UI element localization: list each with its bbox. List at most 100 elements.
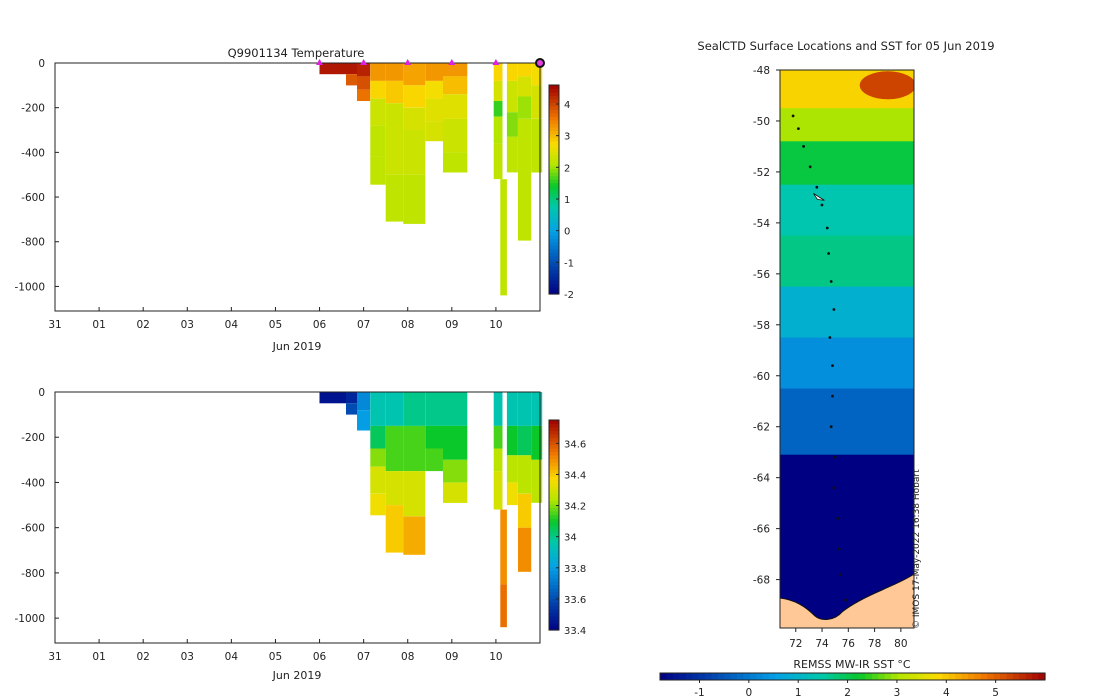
colorbar-swatch bbox=[549, 109, 559, 114]
sst-zone-3 bbox=[780, 184, 914, 237]
profile-11-bin-0 bbox=[518, 392, 532, 426]
profile-1-bin-1 bbox=[346, 74, 357, 86]
profile-2-bin-0 bbox=[357, 63, 371, 77]
lon-tick-label-72: 72 bbox=[789, 638, 802, 650]
profile-3-bin-3 bbox=[370, 125, 386, 157]
track-point-17 bbox=[837, 547, 841, 551]
profile-10-bin-2 bbox=[506, 455, 518, 483]
colorbar-swatch bbox=[549, 133, 559, 138]
colorbar-swatch bbox=[549, 287, 559, 292]
colorbar-swatch bbox=[549, 92, 559, 97]
colorbar-swatch bbox=[549, 458, 559, 463]
colorbar-swatch bbox=[549, 591, 559, 596]
colorbar-swatch bbox=[549, 206, 559, 211]
x-tick-label-04: 04 bbox=[225, 319, 239, 331]
profile-3-bin-2 bbox=[370, 448, 386, 467]
colorbar-swatch bbox=[549, 220, 559, 225]
colorbar-swatch bbox=[549, 476, 559, 481]
sst-colorbar-swatch bbox=[807, 673, 815, 680]
sst-colorbar: -1 0 1 2 3 4 5 bbox=[659, 672, 1046, 699]
colorbar-swatch bbox=[549, 280, 559, 285]
sst-colorbar-swatch bbox=[961, 673, 969, 680]
colorbar-tick-label-34.6: 34.6 bbox=[564, 439, 586, 450]
sst-colorbar-swatch bbox=[717, 673, 725, 680]
profile-6-bin-2 bbox=[425, 98, 443, 121]
colorbar-tick-label--2: -2 bbox=[564, 290, 574, 301]
colorbar-swatch bbox=[549, 581, 559, 586]
colorbar-swatch bbox=[549, 140, 559, 145]
sst-colorbar-label: REMSS MW-IR SST °C bbox=[793, 658, 911, 671]
profile-11-bin-4 bbox=[518, 527, 532, 572]
colorbar-swatch bbox=[549, 539, 559, 544]
profile-3-bin-1 bbox=[370, 425, 386, 449]
profile-11-bin-2 bbox=[518, 96, 532, 119]
colorbar-tick-label-0: 0 bbox=[564, 227, 570, 238]
profile-1-bin-0 bbox=[346, 392, 357, 404]
colorbar-tick-label-34.2: 34.2 bbox=[564, 502, 586, 513]
track-point-6 bbox=[825, 226, 829, 230]
sst-colorbar-swatch bbox=[839, 673, 847, 680]
profile-2-bin-1 bbox=[357, 76, 371, 90]
track-point-0 bbox=[791, 114, 795, 118]
sst-colorbar-swatch bbox=[820, 673, 828, 680]
profile-6-bin-1 bbox=[425, 425, 443, 449]
track-point-8 bbox=[829, 280, 833, 283]
colorbar-swatch bbox=[549, 451, 559, 456]
sst-colorbar-swatch bbox=[993, 673, 1001, 680]
x-tick-label-04: 04 bbox=[225, 651, 239, 663]
profile-7-bin-0 bbox=[443, 63, 468, 77]
lon-tick-label-78: 78 bbox=[868, 638, 881, 650]
sst-colorbar-tick-label-3: 3 bbox=[894, 687, 901, 699]
sst-colorbar-swatch bbox=[865, 673, 873, 680]
sst-colorbar-swatch bbox=[871, 673, 879, 680]
lat-tick-label--50: -50 bbox=[753, 116, 770, 128]
colorbar-swatch bbox=[549, 427, 559, 432]
profile-4-bin-3 bbox=[385, 130, 404, 175]
profile-8-bin-1 bbox=[493, 80, 503, 101]
colorbar-swatch bbox=[549, 238, 559, 243]
colorbar-swatch bbox=[549, 521, 559, 526]
colorbar-swatch bbox=[549, 245, 559, 250]
profile-5-bin-1 bbox=[403, 425, 426, 472]
colorbar-swatch bbox=[549, 570, 559, 575]
sst-colorbar-swatch bbox=[698, 673, 706, 680]
colorbar-swatch bbox=[549, 462, 559, 467]
sst-colorbar-swatch bbox=[846, 673, 854, 680]
sst-colorbar-swatch bbox=[743, 673, 751, 680]
colorbar-swatch bbox=[549, 434, 559, 439]
sst-colorbar-swatch bbox=[711, 673, 719, 680]
profile-2-bin-1 bbox=[357, 410, 371, 431]
profile-10-bin-2 bbox=[506, 112, 518, 137]
profile-7-bin-3 bbox=[443, 118, 468, 153]
colorbar-tick-label-2: 2 bbox=[564, 163, 570, 174]
x-tick-label-03: 03 bbox=[181, 319, 194, 331]
sst-colorbar-swatch bbox=[878, 673, 886, 680]
profile-3-bin-4 bbox=[370, 156, 386, 185]
profile-5-bin-4 bbox=[403, 174, 426, 224]
sst-colorbar-swatch bbox=[730, 673, 738, 680]
sst-colorbar-swatch bbox=[987, 673, 995, 680]
colorbar-swatch bbox=[549, 612, 559, 617]
colorbar-swatch bbox=[549, 179, 559, 184]
colorbar-swatch bbox=[549, 619, 559, 624]
profile-10-bin-0 bbox=[506, 63, 518, 81]
profile-7-bin-0 bbox=[443, 392, 468, 426]
track-point-11 bbox=[831, 364, 834, 367]
profile-8-bin-3 bbox=[493, 471, 503, 510]
colorbar-swatch bbox=[549, 553, 559, 558]
profile-0-bin-0 bbox=[319, 392, 346, 404]
track-point-4 bbox=[815, 185, 819, 189]
profile-6-bin-3 bbox=[425, 121, 443, 142]
profile-0-bin-0 bbox=[319, 63, 346, 75]
colorbar-swatch bbox=[549, 203, 559, 208]
salinity-chart: 31 01 02 03 04 05 06 07 08 09 10 0 -200 -400 -600 -800 -… bbox=[14, 387, 586, 682]
sst-field bbox=[780, 70, 914, 628]
lat-tick-label--48: -48 bbox=[753, 65, 770, 77]
colorbar-swatch bbox=[549, 231, 559, 236]
colorbar-tick-label-33.8: 33.8 bbox=[564, 564, 586, 575]
sst-colorbar-swatch bbox=[1012, 673, 1020, 680]
colorbar-swatch bbox=[549, 88, 559, 93]
profile-1-bin-1 bbox=[346, 403, 357, 415]
profile-9-bin-0 bbox=[500, 179, 507, 296]
